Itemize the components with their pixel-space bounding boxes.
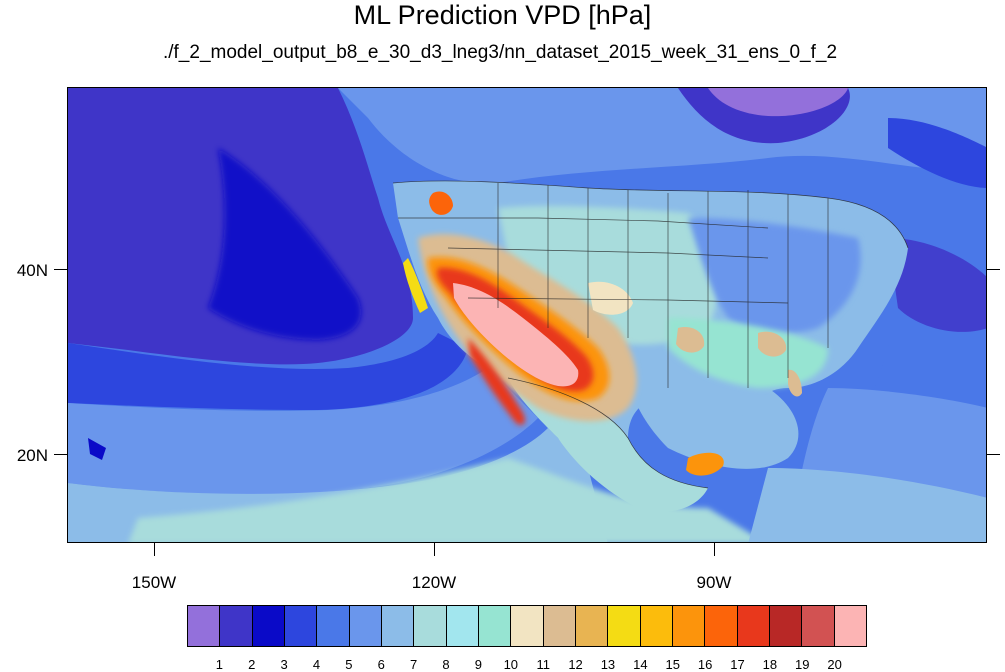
colorbar-swatch [705, 606, 738, 646]
colorbar-swatch [769, 606, 803, 646]
colorbar-tick-label: 1 [215, 657, 223, 672]
greenland-purple [708, 88, 848, 117]
pacific-mid-band [68, 333, 468, 410]
colorbar-tick-label: 2 [248, 657, 256, 672]
pacific-south-light [68, 368, 538, 495]
lon-tick-120w [434, 543, 435, 556]
colorbar-swatch [349, 606, 382, 646]
colorbar-tick-label: 11 [536, 657, 550, 672]
chart-title: ML Prediction VPD [hPa] [353, 0, 652, 30]
midwest-blue [688, 218, 861, 334]
lon-label-120w: 120W [411, 573, 457, 592]
atlantic-dark-coast [888, 238, 986, 332]
state-borders [392, 180, 909, 489]
colorbar-swatch [834, 606, 866, 646]
colorbar-tick-label: 19 [795, 657, 810, 672]
colorbar-swatch [381, 606, 415, 646]
lon-tick-150w [154, 543, 155, 556]
colorbar-tick-label: 17 [730, 657, 745, 672]
colorbar-swatch [317, 606, 350, 646]
colorbar-swatch [220, 606, 253, 646]
lat-tick-40n-right [987, 269, 1000, 270]
labrador-dark [888, 118, 986, 188]
colorbar-tick-label: 8 [442, 657, 450, 672]
colorbar-tick-label: 12 [568, 657, 583, 672]
colorbar-swatch [414, 606, 447, 646]
pacific-coast-yellow [403, 258, 428, 313]
lon-label-90w: 90W [696, 573, 732, 592]
colorbar-swatch [575, 606, 609, 646]
colorbar-swatch [737, 606, 770, 646]
colorbar-tick-label: 7 [410, 657, 418, 672]
idaho-hotspot [429, 191, 453, 215]
colorbar-swatch [608, 606, 641, 646]
tropical-band [128, 458, 765, 542]
lon-tick-90w [714, 543, 715, 556]
lon-label-150w: 150W [131, 573, 177, 592]
colorbar-tick-label: 10 [503, 657, 519, 672]
georgia-tan [758, 331, 787, 357]
colorbar-tick-label: 4 [312, 657, 321, 672]
colorbar-swatch [188, 606, 221, 646]
colorbar-tick-label: 5 [345, 657, 353, 672]
map-frame [67, 87, 987, 543]
cuba-orange [686, 452, 724, 476]
southwest-pink-core [453, 283, 579, 387]
hawaii-dark [88, 438, 106, 460]
lat-tick-20n-right [987, 454, 1000, 455]
lat-tick-40n-left [54, 269, 67, 270]
caribbean-light [748, 468, 986, 542]
plains-tan [588, 281, 633, 315]
lat-label-40n: 40N [16, 261, 48, 280]
lat-tick-20n-left [54, 454, 67, 455]
arkansas-tan [676, 327, 705, 353]
vpd-map [68, 88, 986, 542]
colorbar-tick-label: 18 [762, 657, 778, 672]
colorbar-swatch [543, 606, 576, 646]
colorbar-swatch [284, 606, 318, 646]
colorbar-tick-label: 13 [600, 657, 616, 672]
colorbar [187, 605, 867, 647]
colorbar-tick-label: 15 [665, 657, 680, 672]
colorbar-swatch [446, 606, 479, 646]
colorbar-tick-label: 9 [474, 657, 483, 672]
colorbar-tick-label: 20 [827, 657, 842, 672]
colorbar-swatch [478, 606, 512, 646]
colorbar-tick-label: 3 [280, 657, 288, 672]
lat-label-20n: 20N [16, 446, 48, 465]
colorbar-swatch [252, 606, 285, 646]
colorbar-swatch [672, 606, 706, 646]
baja-red [468, 338, 526, 425]
chart-subtitle: ./f_2_model_output_b8_e_30_d3_lneg3/nn_d… [162, 42, 838, 63]
colorbar-swatch [511, 606, 544, 646]
colorbar-tick-label: 6 [377, 657, 385, 672]
colorbar-tick-label: 14 [633, 657, 648, 672]
colorbar-tick-label: 16 [697, 657, 713, 672]
pacific-core-darkest [208, 148, 362, 340]
colorbar-swatch [640, 606, 673, 646]
colorbar-swatch [802, 606, 835, 646]
florida-tan [788, 369, 802, 397]
